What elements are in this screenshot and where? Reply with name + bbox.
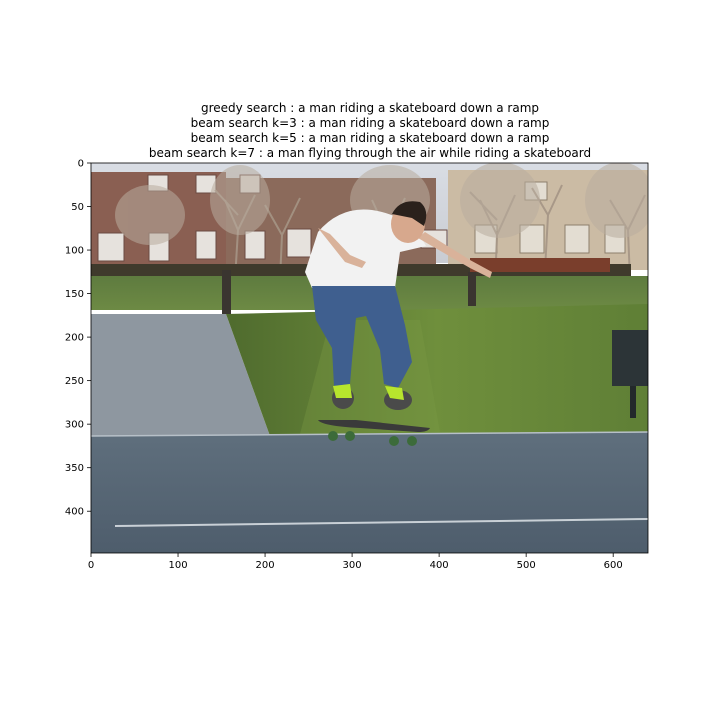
y-tick-label: 50 [71,202,84,213]
caption-greedy: greedy search : a man riding a skateboar… [200,101,540,115]
bench [612,330,648,386]
x-tick-label: 0 [88,560,94,571]
x-tick-label: 300 [343,560,362,571]
y-tick-label: 350 [65,463,84,474]
x-tick-label: 100 [168,560,187,571]
y-axis: 0 50 100 150 200 250 300 350 400 [65,159,91,518]
caption-beam-k7: beam search k=7 : a man flying through t… [148,146,592,160]
y-tick-label: 150 [65,289,84,300]
x-tick-label: 200 [256,560,275,571]
photo [91,163,648,553]
y-tick-label: 0 [78,159,84,170]
skateboard [318,420,430,432]
y-tick-label: 300 [65,420,84,431]
x-tick-label: 600 [604,560,623,571]
x-tick-label: 400 [430,560,449,571]
caption-beam-k5: beam search k=5 : a man riding a skatebo… [190,131,550,145]
walkway [91,314,270,436]
caption-beam-k3: beam search k=3 : a man riding a skatebo… [190,116,550,130]
y-tick-label: 400 [65,507,84,518]
y-tick-label: 200 [65,333,84,344]
y-tick-label: 250 [65,376,84,387]
x-tick-label: 500 [517,560,536,571]
axes-frame [90,162,649,554]
x-axis: 0 100 200 300 400 500 600 [88,553,623,571]
post-left [222,270,231,314]
y-tick-label: 100 [65,246,84,257]
skater-jeans [312,286,412,388]
pavement [91,432,648,553]
